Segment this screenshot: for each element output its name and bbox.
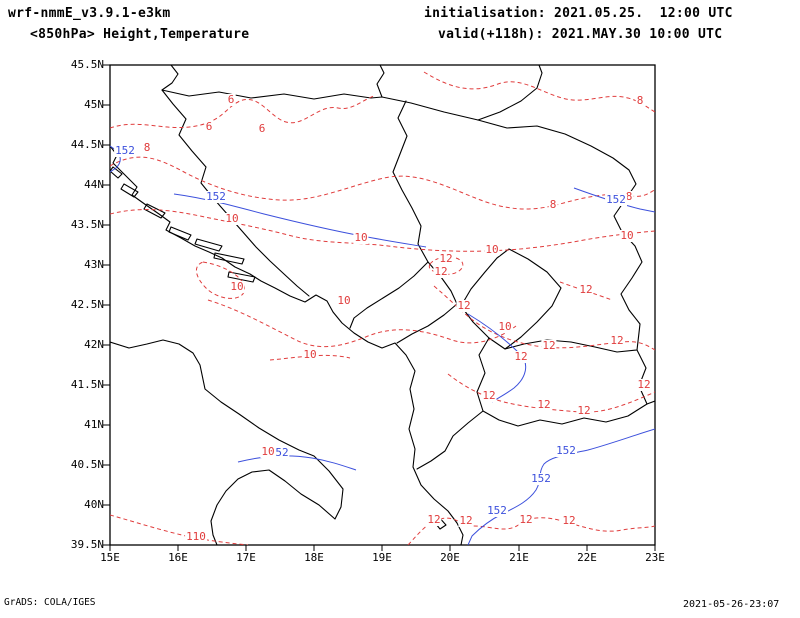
temperature-contour: [195, 261, 245, 299]
temperature-contour: [110, 209, 655, 252]
country-border: [504, 323, 641, 353]
creation-timestamp: 2021-05-26-23:07: [683, 599, 780, 610]
temperature-contour: [428, 256, 464, 275]
island: [194, 238, 223, 252]
island: [168, 226, 192, 241]
temperature-contour: [407, 517, 655, 545]
height-contour: [467, 428, 655, 545]
temperature-contour: [110, 95, 375, 129]
height-contour: [237, 455, 357, 471]
country-border: [396, 303, 458, 344]
basemap: [110, 65, 655, 545]
country-border: [392, 100, 429, 263]
field-title: <850hPa> Height,Temperature: [30, 27, 250, 42]
height-contour: [467, 313, 527, 403]
valid-line: valid(+118h): 2021.MAY.30 10:00 UTC: [438, 27, 723, 42]
coastline-italy: [110, 339, 344, 545]
grads-credit: GrADS: COLA/IGES: [4, 597, 96, 608]
island: [431, 514, 447, 530]
country-border: [349, 261, 429, 329]
island: [213, 252, 245, 265]
country-border: [482, 403, 648, 427]
model-title: wrf-nmmE_v3.9.1-e3km: [8, 6, 171, 21]
country-border: [477, 65, 543, 121]
temperature-contour: [207, 299, 517, 348]
temperature-contour: [559, 281, 613, 301]
country-border: [476, 337, 490, 412]
init-line: initialisation: 2021.05.25. 12:00 UTC: [424, 6, 733, 21]
temperature-contour: [423, 71, 655, 113]
country-border: [636, 349, 655, 405]
island: [110, 166, 123, 179]
temperature-contour: [110, 514, 249, 545]
height-contour: [573, 187, 655, 213]
coastline-adriatic: [110, 145, 464, 545]
country-border: [427, 261, 458, 305]
height-contour: [110, 145, 121, 173]
country-border: [161, 89, 479, 121]
temperature-contour: [269, 354, 351, 361]
country-border: [477, 119, 643, 325]
height-contours: [110, 145, 655, 545]
country-border-kosovo: [460, 248, 562, 350]
plot-frame: [109, 64, 656, 546]
temperature-contour: [110, 156, 655, 210]
island: [227, 271, 256, 283]
height-contour: [173, 193, 427, 248]
tick-marks: [103, 64, 656, 551]
country-border: [416, 410, 484, 470]
country-border: [376, 65, 385, 98]
island: [120, 183, 139, 198]
temperature-contour: [447, 373, 655, 413]
country-border: [161, 65, 179, 91]
temperature-contours: [110, 71, 655, 545]
